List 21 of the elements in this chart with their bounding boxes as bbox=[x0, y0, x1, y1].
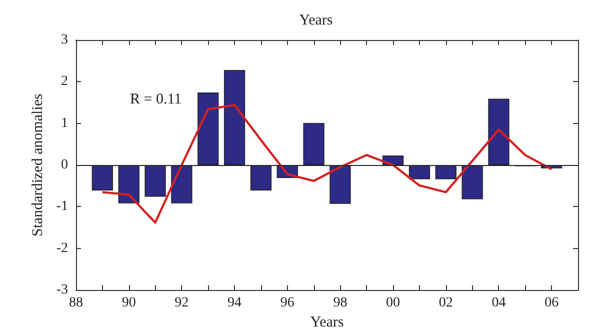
y-tick-label: -1 bbox=[56, 199, 68, 214]
x-tick-label: 90 bbox=[122, 296, 136, 311]
x-tick-label: 06 bbox=[544, 296, 559, 311]
annotation: R = 0.11 bbox=[130, 92, 182, 108]
y-tick-label: 1 bbox=[61, 116, 68, 131]
x-axis-title: Years bbox=[310, 314, 344, 330]
x-tick-label: 00 bbox=[386, 296, 400, 311]
x-tick-label: 88 bbox=[69, 296, 83, 311]
x-tick-label: 98 bbox=[333, 296, 348, 311]
y-tick-label: 3 bbox=[61, 32, 68, 48]
x-tick-label: 02 bbox=[438, 296, 453, 311]
x-tick-label: 96 bbox=[280, 296, 294, 311]
y-axis-title: Standardized anomalies bbox=[30, 93, 46, 236]
y-tick-label: -2 bbox=[56, 240, 68, 256]
y-tick-label: 0 bbox=[61, 158, 68, 173]
y-tick-label: -3 bbox=[56, 282, 68, 298]
x-tick-label: 94 bbox=[228, 296, 242, 311]
chart-title: Years bbox=[299, 12, 333, 28]
x-tick-label: 04 bbox=[492, 296, 506, 311]
x-tick-label: 92 bbox=[174, 296, 189, 311]
y-tick-label: 2 bbox=[61, 74, 68, 90]
